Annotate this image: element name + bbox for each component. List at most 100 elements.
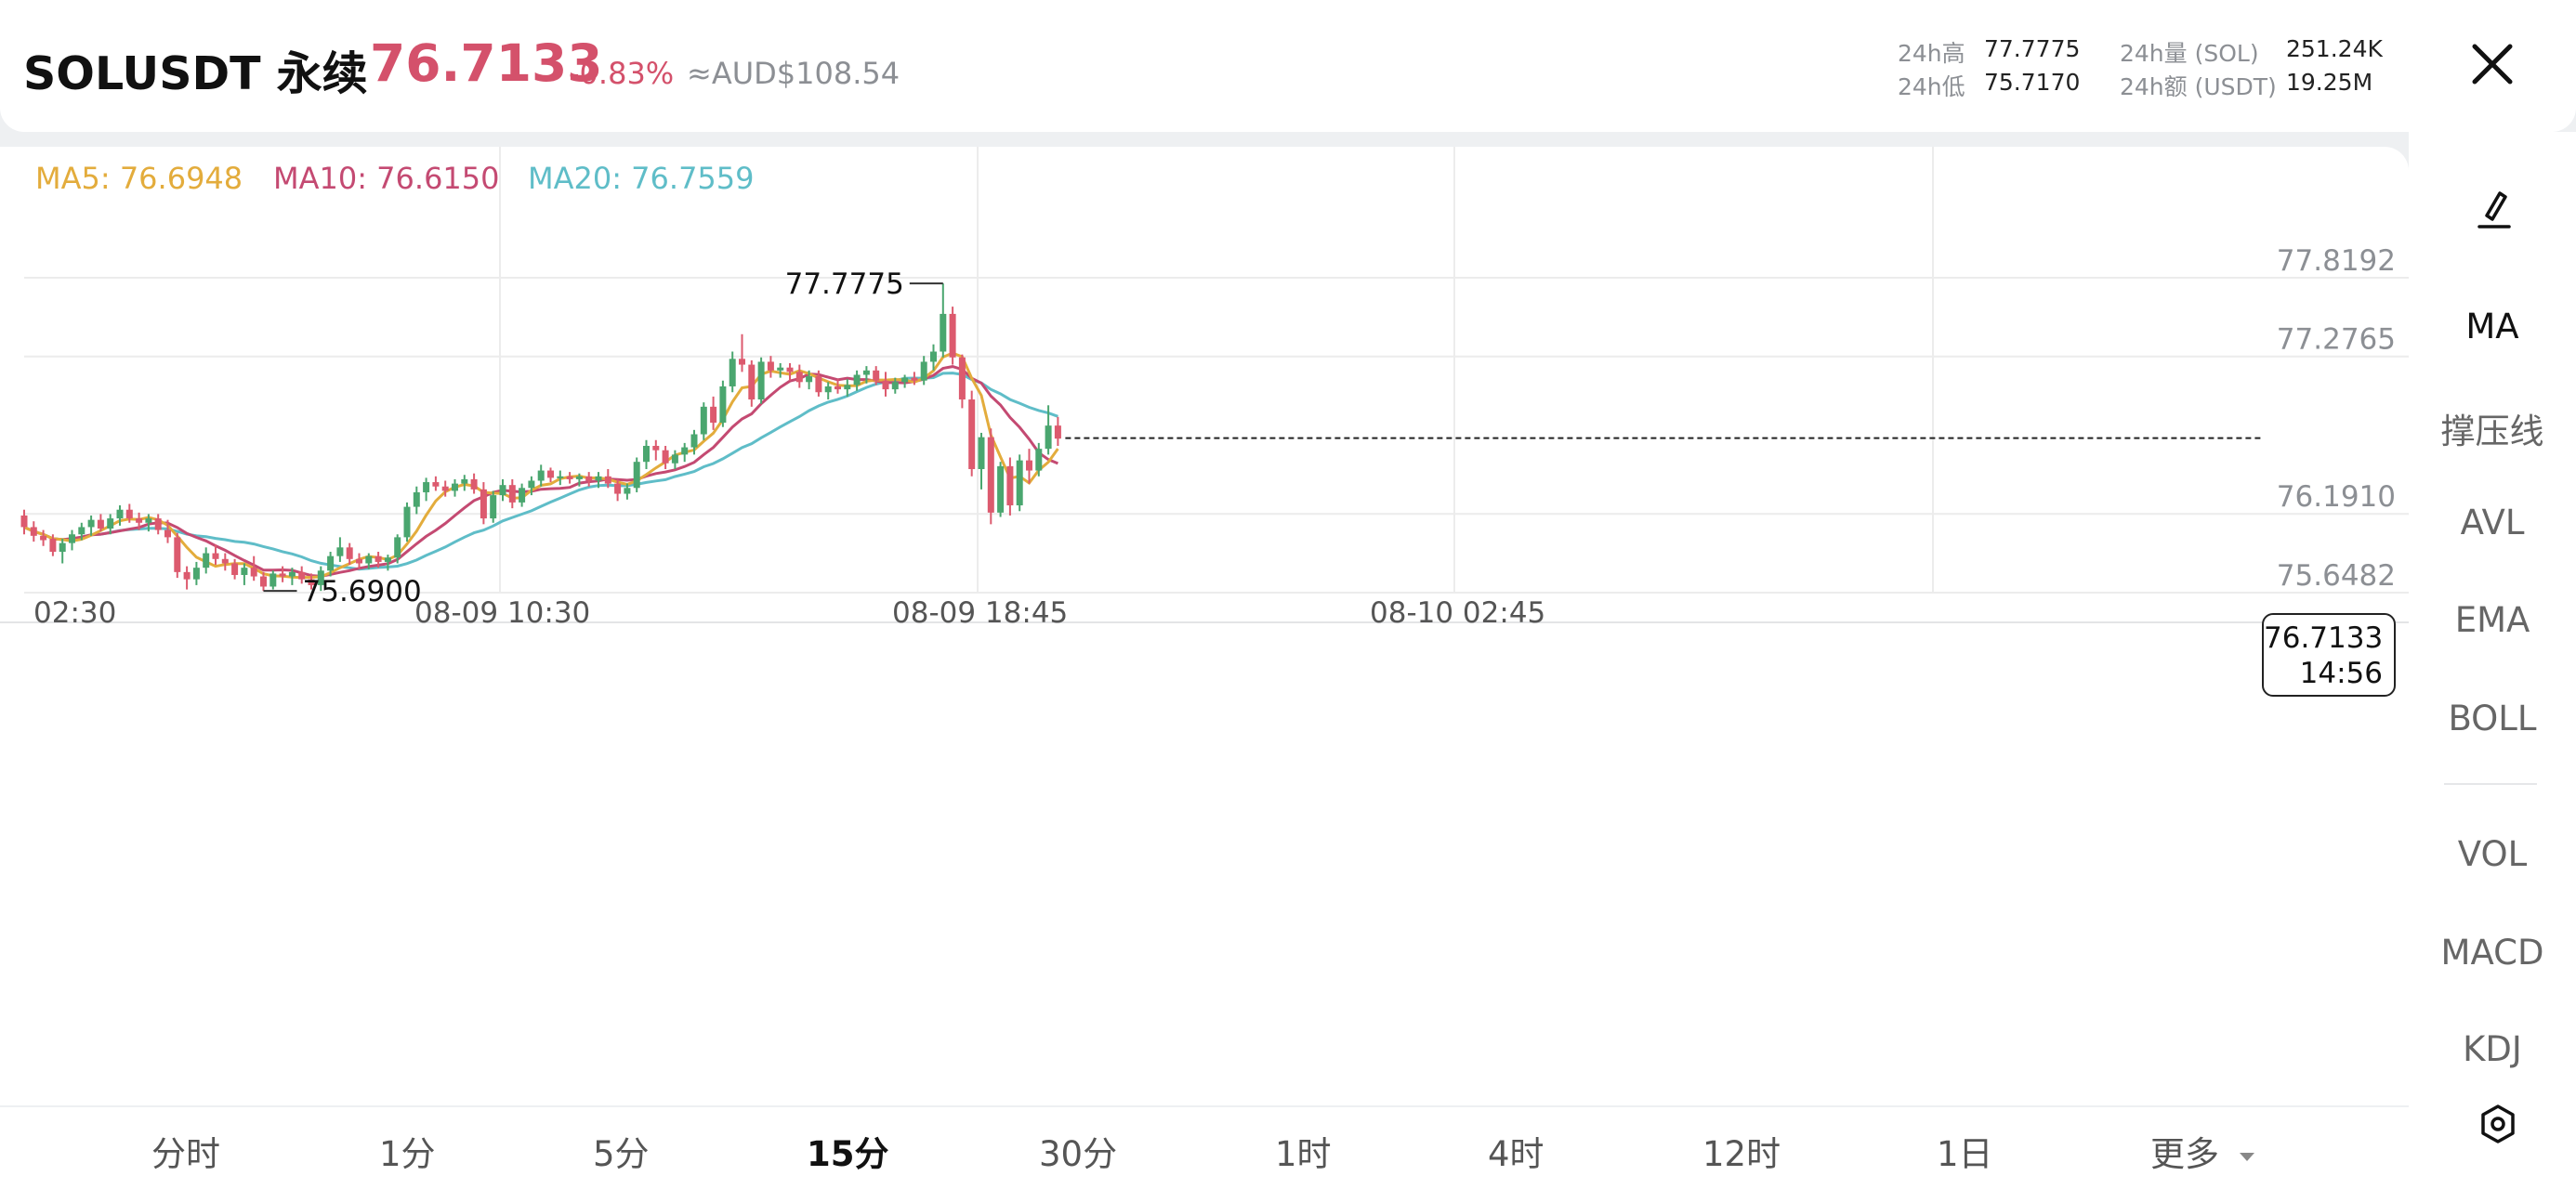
candle-body [853,374,861,385]
candle [748,359,756,407]
candle-body [336,547,344,556]
candle-body [987,437,994,513]
candle [452,478,458,497]
candle-body [145,518,152,523]
indicator-sidebar [2409,132,2576,1189]
candle [595,472,602,489]
candle [470,473,478,494]
candle-body [662,450,669,464]
price-tick-label: 77.8192 [2277,244,2396,278]
timeframe-tick[interactable]: 分时 [151,1134,220,1174]
candle [844,379,851,397]
candle [585,472,593,487]
low-24h-value: 75.7170 [1984,69,2081,96]
candle [413,486,420,515]
candle [20,509,28,535]
candles [20,283,1061,592]
candle [978,432,985,490]
candle [231,558,239,580]
candle-body [528,480,535,489]
indicator-kdj[interactable]: KDJ [2463,1029,2522,1068]
candle-body [835,385,841,390]
candle-body [748,364,756,400]
indicator-boll[interactable]: BOLL [2448,699,2537,738]
candle [882,372,889,397]
candle-body [652,446,660,451]
time-tick-label: 08-09 10:30 [414,596,590,630]
candle [441,480,449,497]
candle [317,566,324,592]
candle-body [624,488,631,494]
candle-body [1026,460,1032,471]
settings-icon[interactable] [2477,1104,2518,1144]
indicator-macd[interactable]: MACD [2440,933,2544,973]
candle-body [873,370,880,381]
candle [940,283,947,358]
low-24h-label: 24h低 [1898,73,1965,100]
candle [949,307,956,365]
candle-body [20,515,28,528]
candle-body [1006,465,1014,506]
candle [681,442,689,463]
candle [480,482,487,525]
candle-body [423,482,430,492]
candle-body [690,434,698,448]
candle [1016,454,1023,512]
candle-body [786,367,794,372]
candle-body [394,537,401,558]
indicator-vol[interactable]: VOL [2457,834,2528,874]
candle-body [308,579,315,585]
candle-body [729,359,736,386]
timeframe-more-label: 更多 [2150,1134,2219,1174]
candle [1006,457,1014,516]
candle [164,519,171,543]
timeframe-1h[interactable]: 1时 [1275,1134,1332,1174]
timeframe-30m[interactable]: 30分 [1039,1134,1118,1174]
timeframe-4h[interactable]: 4时 [1488,1134,1544,1174]
candle-body [585,476,593,481]
candlestick-chart[interactable]: 77.8192 77.2765 76.1910 75.6482 02:30 08-09 … [0,147,2409,1105]
candle-body [978,437,985,469]
timeframe-1d[interactable]: 1日 [1937,1134,1993,1174]
candle-body [298,571,306,580]
candle [757,357,765,404]
candle-body [795,372,803,383]
candle [116,505,124,526]
candle [671,450,678,469]
indicator-support-resistance[interactable]: 撑压线 [2440,412,2544,451]
candle [346,542,353,566]
candle [154,514,162,535]
candle [643,439,650,469]
candle-body [327,555,335,571]
timeframe-more[interactable]: 更多 [2150,1126,2256,1176]
timeframe-1m[interactable]: 1分 [379,1134,436,1174]
indicator-ema[interactable]: EMA [2454,600,2530,640]
candle [614,478,622,502]
price-tick-label: 77.2765 [2277,323,2396,357]
candle-body [508,485,516,503]
candle-body [1045,425,1052,450]
candle-body [461,478,468,484]
candle [423,477,430,502]
candle-body [490,495,497,519]
timeframe-12h[interactable]: 12时 [1702,1134,1781,1174]
timeframe-15m[interactable]: 15分 [807,1134,889,1174]
pen-icon[interactable] [2476,186,2513,232]
candle-body [499,485,506,496]
candle-body [413,491,420,507]
candle-body [107,518,114,529]
ma10-legend: MA10: 76.6150 [273,161,500,196]
candle [901,374,909,388]
timeframe-5m[interactable]: 5分 [593,1134,650,1174]
candle [537,464,545,487]
fiat-price: ≈AUD$108.54 [687,56,900,91]
candle [777,363,784,378]
indicator-avl[interactable]: AVL [2460,503,2525,542]
high-24h-label: 24h高 [1898,40,1965,67]
time-axis: 02:30 08-09 10:30 08-09 18:45 08-10 02:45 [33,596,1545,630]
chart-panel[interactable] [0,147,2409,1105]
close-icon[interactable] [2467,39,2517,89]
candle-body [470,478,478,490]
candle-body [681,447,689,455]
indicator-ma[interactable]: MA [2465,307,2519,346]
